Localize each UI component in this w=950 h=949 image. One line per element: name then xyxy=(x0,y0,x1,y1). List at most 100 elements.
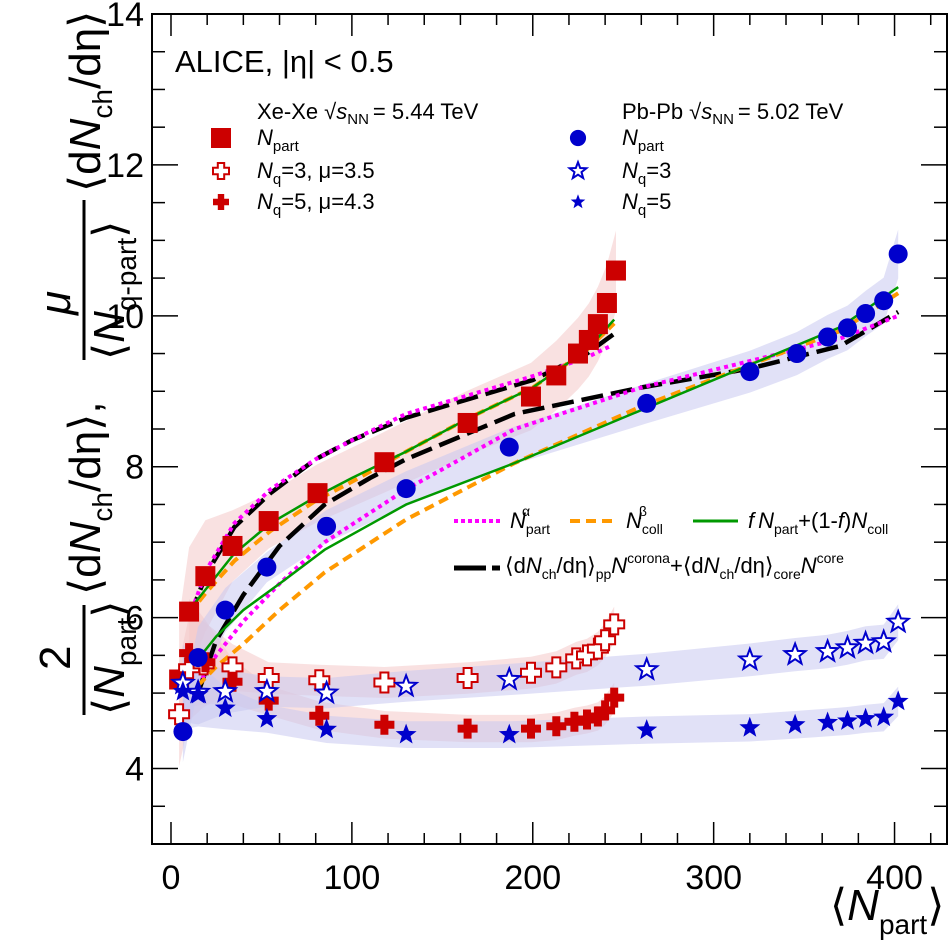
legend-open-cross-marker xyxy=(212,162,230,180)
data-markers xyxy=(168,244,912,744)
y-title-denominator-1: ⟨Npart⟩ xyxy=(85,601,142,715)
curve-pb-pb-two-component xyxy=(197,286,899,660)
axes: 0 100 200 300 400 4 6 8 10 12 14 xyxy=(106,0,948,897)
y-tick-label: 14 xyxy=(106,0,144,34)
point-square-0-8 xyxy=(520,386,541,407)
point-filled-star-5-10 xyxy=(817,711,839,732)
y-tick-label: 12 xyxy=(106,147,144,185)
point-filled-star-5-1 xyxy=(187,683,209,704)
point-filled-star-5-0 xyxy=(172,680,194,701)
point-open-star-4-14 xyxy=(884,608,912,634)
point-open-cross-1-8 xyxy=(520,661,542,684)
y-tick-label: 10 xyxy=(106,298,144,336)
legend-xe: Xe-Xe √sNN = 5.44 TeV Npart Nq=3, μ=3.5 Nq… xyxy=(211,99,479,219)
legend-corona-core: ⟨dNch/dη⟩ppNcorona+⟨dNch/dη⟩coreNcore xyxy=(505,550,844,582)
point-circle-3-5 xyxy=(396,479,416,499)
legend-marker-open-cross xyxy=(212,162,230,180)
point-open-cross-1-7 xyxy=(456,667,479,689)
legend-pb: Pb-Pb √sNN = 5.02 TeV Npart Nq=3 Nq=5 xyxy=(566,99,844,219)
curve-xe-xe-n-part- xyxy=(187,344,612,619)
point-filled-star-5-7 xyxy=(636,719,658,739)
legend-marker-filled-star xyxy=(570,194,586,209)
point-filled-cross-2-13 xyxy=(604,687,625,708)
point-circle-3-1 xyxy=(188,648,208,668)
y-tick-label: 6 xyxy=(125,600,144,638)
model-legend: Npartα Ncollβ f Npart+(1-f)Ncoll ⟨dNch/dη… xyxy=(454,503,888,582)
x-tick-label: 400 xyxy=(866,859,923,897)
legend-open-star-marker xyxy=(566,159,590,181)
point-square-0-7 xyxy=(457,412,478,433)
y-title-mult-2: ⟨dNch/dη⟩ xyxy=(61,11,118,192)
legend-npart-alpha: Npartα xyxy=(510,503,550,537)
point-open-star-4-5 xyxy=(392,672,420,698)
point-filled-star-5-8 xyxy=(739,716,761,737)
alice-annotation: ALICE, |η| < 0.5 xyxy=(175,44,394,79)
legend-marker-open-star xyxy=(566,159,590,181)
point-open-star-4-10 xyxy=(814,637,841,663)
point-circle-3-6 xyxy=(499,437,519,457)
point-circle-3-14 xyxy=(888,244,908,264)
point-filled-star-5-2 xyxy=(214,697,236,718)
legend-pb-nq3: Nq=3 xyxy=(622,158,671,188)
point-filled-cross-2-6 xyxy=(457,718,478,739)
point-square-0-13 xyxy=(596,292,617,313)
x-tick-label: 300 xyxy=(685,859,742,897)
legend-xe-nq5: Nq=5, μ=4.3 xyxy=(257,189,375,219)
point-circle-3-0 xyxy=(173,722,193,742)
point-filled-star-5-5 xyxy=(395,723,417,744)
point-filled-cross-2-2 xyxy=(222,671,243,692)
point-filled-cross-2-11 xyxy=(587,706,608,727)
point-circle-3-12 xyxy=(856,304,876,324)
point-filled-cross-2-7 xyxy=(521,718,541,739)
legend-ncoll-beta: Ncollβ xyxy=(626,503,663,537)
legend-pb-nq5: Nq=5 xyxy=(622,189,671,219)
point-filled-cross-2-8 xyxy=(546,716,567,737)
point-circle-3-8 xyxy=(740,362,760,382)
point-square-0-14 xyxy=(605,260,626,281)
legend-xe-nq3: Nq=3, μ=3.5 xyxy=(257,158,375,188)
point-square-0-2 xyxy=(195,566,216,587)
legend-xe-header: Xe-Xe √sNN = 5.44 TeV xyxy=(257,99,479,128)
y-tick-label: 8 xyxy=(125,449,144,487)
uncertainty-bands xyxy=(179,229,899,767)
point-circle-3-10 xyxy=(818,327,838,347)
point-filled-star-5-13 xyxy=(873,706,895,727)
point-filled-cross-2-5 xyxy=(374,714,395,735)
point-square-0-5 xyxy=(307,483,328,504)
y-title-numerator-mu: μ xyxy=(31,291,80,316)
point-open-star-4-8 xyxy=(736,646,764,672)
point-open-star-4-4 xyxy=(313,679,340,705)
band-5 xyxy=(182,653,899,748)
point-open-star-4-2 xyxy=(212,677,239,703)
legend-marker-filled-cross xyxy=(213,194,229,210)
point-circle-3-3 xyxy=(257,557,277,577)
point-circle-3-11 xyxy=(838,318,858,338)
point-filled-star-5-9 xyxy=(784,713,806,734)
point-circle-3-13 xyxy=(874,291,894,311)
point-open-star-4-3 xyxy=(253,677,280,703)
legend-filled-cross-marker xyxy=(213,194,229,210)
legend-circle-marker xyxy=(569,129,587,147)
point-square-0-6 xyxy=(374,452,395,473)
band-4 xyxy=(182,604,899,725)
x-tick-label: 100 xyxy=(324,859,381,897)
point-filled-star-5-6 xyxy=(498,723,520,744)
point-filled-star-5-12 xyxy=(855,707,877,728)
point-filled-cross-2-9 xyxy=(564,711,585,732)
point-circle-3-7 xyxy=(637,393,657,413)
point-circle-3-4 xyxy=(317,516,337,536)
point-open-star-4-7 xyxy=(633,655,660,681)
point-open-star-4-9 xyxy=(781,640,809,666)
point-square-0-1 xyxy=(179,601,200,622)
y-axis-title: 2 ⟨Npart⟩ ⟨dNch/dη⟩, μ ⟨Nq-part⟩ ⟨dNch/d… xyxy=(31,11,142,715)
y-tick-label: 4 xyxy=(125,751,144,789)
legend-marker-square xyxy=(211,128,231,148)
y-title-denominator-2: ⟨Nq-part⟩ xyxy=(85,221,142,360)
x-tick-label: 200 xyxy=(504,859,561,897)
point-square-0-4 xyxy=(258,511,279,532)
legend-pb-header: Pb-Pb √sNN = 5.02 TeV xyxy=(622,99,844,128)
legend-square-marker xyxy=(211,128,231,148)
point-open-cross-1-6 xyxy=(373,671,396,694)
legend-pb-npart: Npart xyxy=(622,125,665,155)
x-axis-title: ⟨Npart⟩ xyxy=(830,881,944,940)
